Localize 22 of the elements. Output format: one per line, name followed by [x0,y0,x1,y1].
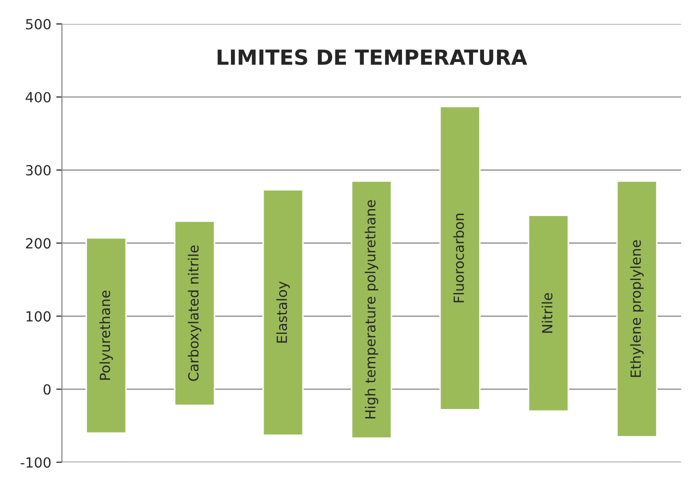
bar [616,180,658,438]
bar [262,189,304,436]
y-tick-label: 0 [44,384,51,395]
x-tick-label: Elastaloy [276,281,290,343]
text: LIMITES DE TEMPERATURA [218,49,528,66]
bar [86,237,127,434]
x-tick-label: High temperature polyurethane [364,200,378,418]
x-tick-label: Ethylene proplylene [630,240,644,377]
y-tick-label: 200 [26,238,51,249]
y-tick-label: 400 [26,92,51,102]
x-tick-label: Fluorocarbon [453,214,464,302]
x-tick-label: Polyurethane [99,290,113,380]
bar [528,214,570,412]
y-tick-label: 100 [26,311,51,322]
y-tick-label: 300 [26,165,51,176]
bar [439,106,481,410]
bar [350,180,392,439]
y-tick-label: 500 [26,18,51,30]
x-tick-label: Carboxylated nitrile [188,246,202,381]
y-tick-label: -100 [20,457,51,468]
bar [174,220,216,406]
x-tick-label: Nitrile [542,293,552,333]
